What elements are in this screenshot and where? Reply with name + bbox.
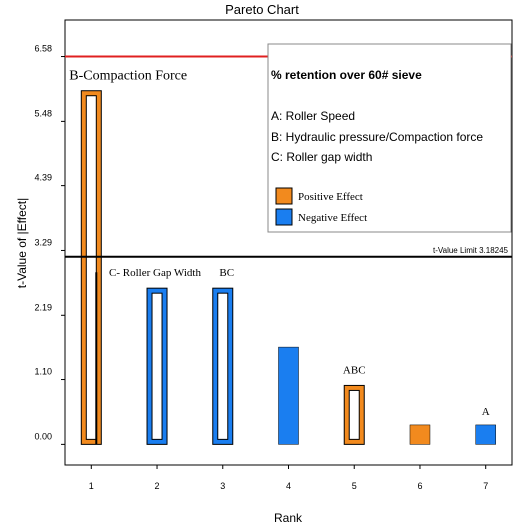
bar-rank-1-inner	[85, 95, 97, 440]
bar-labels: B-Compaction Force C- Roller Gap Width BC A…	[69, 69, 489, 418]
bar-rank-4	[278, 346, 299, 445]
y-tick-label: 4.39	[34, 173, 52, 183]
legend: % retention over 60# sieve A: Roller Spe…	[267, 43, 512, 233]
bar-rank-6	[409, 424, 431, 445]
legend-label-negative: Negative Effect	[298, 212, 367, 224]
bar-label-rank-5: ABC	[343, 364, 366, 376]
x-tick-label: 3	[220, 481, 225, 491]
chart-title: Pareto Chart	[225, 2, 299, 17]
bar-rank-1-overlay	[95, 272, 98, 445]
x-axis-title: Rank	[274, 511, 303, 523]
bar-label-rank-3: BC	[219, 267, 234, 279]
y-axis: 0.00 1.10 2.19 3.29 4.39 5.48 6.58	[34, 44, 65, 445]
bar-rank-7	[475, 424, 496, 445]
legend-factor-a: A: Roller Speed	[271, 109, 355, 123]
y-tick-label: 6.58	[34, 44, 52, 54]
x-axis: 1 2 3 4 5 6 7	[89, 465, 488, 491]
legend-factor-c: C: Roller gap width	[271, 150, 372, 164]
x-tick-label: 6	[417, 481, 422, 491]
legend-box	[267, 43, 512, 233]
legend-label-positive: Positive Effect	[298, 191, 363, 203]
legend-title: % retention over 60# sieve	[271, 68, 422, 82]
t-value-limit-label: t-Value Limit 3.18245	[433, 246, 509, 255]
y-tick-label: 2.19	[34, 302, 52, 312]
y-tick-label: 0.00	[34, 431, 52, 441]
bar-rank-5-inner	[348, 389, 360, 440]
x-tick-label: 4	[286, 481, 291, 491]
bar-label-rank-7: A	[482, 406, 490, 418]
x-tick-label: 7	[483, 481, 488, 491]
legend-swatch-negative	[275, 208, 293, 226]
y-tick-label: 1.10	[34, 367, 52, 377]
y-tick-label: 3.29	[34, 237, 52, 247]
x-tick-label: 1	[89, 481, 94, 491]
bar-label-rank-1: B-Compaction Force	[69, 69, 187, 84]
bar-label-rank-2: C- Roller Gap Width	[109, 267, 201, 279]
bars	[80, 90, 496, 445]
legend-swatch-positive	[275, 187, 293, 205]
x-tick-label: 2	[155, 481, 160, 491]
y-tick-label: 5.48	[34, 108, 52, 118]
bar-rank-2-inner	[151, 292, 163, 440]
bar-rank-3-inner	[217, 292, 229, 440]
x-tick-label: 5	[352, 481, 357, 491]
y-axis-title: t-Value of |Effect|	[15, 198, 29, 289]
legend-factor-b: B: Hydraulic pressure/Compaction force	[271, 130, 483, 144]
